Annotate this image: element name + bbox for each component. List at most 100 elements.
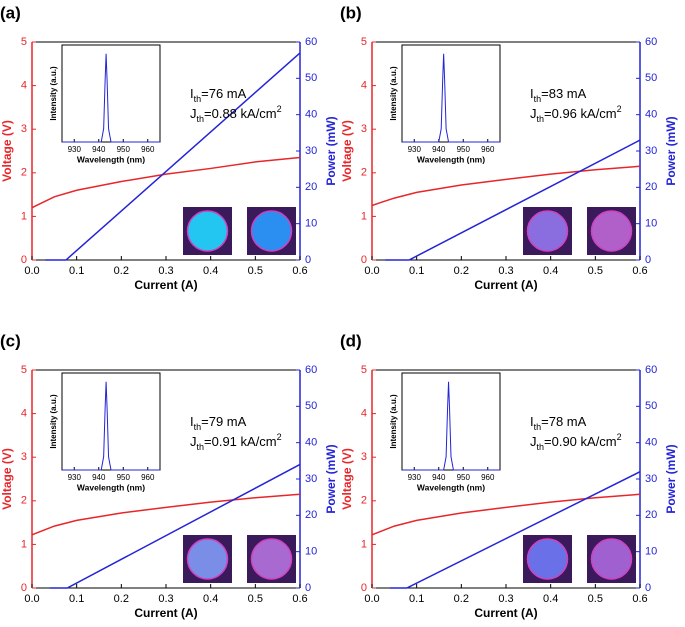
x-tick-label: 0.3 xyxy=(158,265,173,277)
inset-line xyxy=(62,53,160,143)
y-tick-label: 0 xyxy=(361,254,367,266)
y2-tick-label: 30 xyxy=(305,145,317,157)
annotation-text: =76 mA xyxy=(201,86,246,101)
y-axis-label: Voltage (V) xyxy=(340,448,354,510)
near-field-spot xyxy=(250,538,293,580)
annotation-sub: th xyxy=(537,442,545,452)
x-tick-label: 0.2 xyxy=(114,265,129,277)
y2-tick-label: 0 xyxy=(305,582,311,594)
panel-label: (b) xyxy=(340,3,362,22)
inset-line xyxy=(402,53,500,143)
y2-tick-label: 60 xyxy=(305,36,317,48)
x-tick-label: 0.6 xyxy=(292,593,307,605)
annotation-sub: th xyxy=(534,94,542,104)
annotation: Jth=0.90 kA/cm2 xyxy=(530,432,622,452)
y2-tick-label: 50 xyxy=(305,400,317,412)
y-tick-label: 5 xyxy=(21,364,27,376)
y-tick-label: 5 xyxy=(361,364,367,376)
y-tick-label: 4 xyxy=(21,80,27,92)
annotation: Jth=0.96 kA/cm2 xyxy=(530,104,622,124)
y-tick-label: 1 xyxy=(361,210,367,222)
y2-axis-label: Power (mW) xyxy=(664,116,678,185)
y-tick-label: 5 xyxy=(361,36,367,48)
y-tick-label: 3 xyxy=(361,123,367,135)
y2-tick-label: 10 xyxy=(305,218,317,230)
annotation: Jth=0.91 kA/cm2 xyxy=(190,432,282,452)
y-tick-label: 1 xyxy=(21,538,27,550)
y2-tick-label: 10 xyxy=(645,546,657,558)
x-axis-label: Current (A) xyxy=(134,278,197,292)
y2-tick-label: 0 xyxy=(645,582,651,594)
x-tick-label: 0.0 xyxy=(24,593,39,605)
data-line xyxy=(371,165,641,207)
annotation-main: J xyxy=(530,434,537,449)
inset-frame xyxy=(61,44,161,143)
inset-y-label: Intensity (a.u.) xyxy=(49,66,58,121)
inset-frame xyxy=(401,44,501,143)
x-tick-label: 0.0 xyxy=(24,265,39,277)
inset-x-tick-label: 930 xyxy=(68,473,82,482)
x-tick-label: 0.6 xyxy=(632,265,647,277)
near-field-spot xyxy=(526,538,569,580)
inset-x-label: Wavelength (nm) xyxy=(77,482,145,492)
inset-y-label: Intensity (a.u.) xyxy=(49,394,58,449)
data-line xyxy=(389,471,641,589)
y-tick-label: 4 xyxy=(361,408,367,420)
x-tick-label: 0.0 xyxy=(364,593,379,605)
y-tick-label: 3 xyxy=(361,451,367,463)
y-tick-label: 0 xyxy=(21,254,27,266)
x-tick-label: 0.5 xyxy=(588,593,603,605)
inset-x-tick-label: 940 xyxy=(432,473,446,482)
panel-label: (d) xyxy=(340,331,362,350)
y-tick-label: 4 xyxy=(361,80,367,92)
panel: (a)0.0 0.1 0.2 0.3 0.4 0.5 0.60123450102030405… xyxy=(0,3,338,292)
y-tick-label: 1 xyxy=(361,538,367,550)
data-line xyxy=(31,493,301,536)
x-axis-label: Current (A) xyxy=(474,278,537,292)
inset-x-tick-label: 940 xyxy=(92,145,106,154)
y-axis-label: Voltage (V) xyxy=(340,120,354,182)
y2-tick-label: 40 xyxy=(305,109,317,121)
panel: (b)0.0 0.1 0.2 0.3 0.4 0.5 0.60123450102030405… xyxy=(340,3,678,292)
inset-x-tick-label: 950 xyxy=(117,145,131,154)
annotation-text: =0.91 kA/cm xyxy=(204,434,277,449)
annotation-text: =79 mA xyxy=(201,414,246,429)
x-axis-label: Current (A) xyxy=(474,606,537,620)
y2-tick-label: 60 xyxy=(645,36,657,48)
near-field-spot xyxy=(250,210,293,252)
annotation-main: I xyxy=(530,414,534,429)
inset-y-label: Intensity (a.u.) xyxy=(389,394,398,449)
inset-x-label: Wavelength (nm) xyxy=(417,154,485,164)
near-field-spot xyxy=(526,210,569,252)
y-tick-label: 1 xyxy=(21,210,27,222)
panel: (d)0.0 0.1 0.2 0.3 0.4 0.5 0.60123450102030405… xyxy=(340,331,678,620)
y2-tick-label: 10 xyxy=(645,218,657,230)
y-tick-label: 0 xyxy=(21,582,27,594)
x-tick-label: 0.4 xyxy=(543,265,558,277)
annotation-text: =83 mA xyxy=(541,86,586,101)
inset-line xyxy=(402,381,500,471)
x-tick-label: 0.5 xyxy=(588,265,603,277)
data-line xyxy=(45,52,301,261)
x-tick-label: 0.2 xyxy=(454,265,469,277)
y-tick-label: 2 xyxy=(21,495,27,507)
x-axis-label: Current (A) xyxy=(134,606,197,620)
x-tick-label: 0.4 xyxy=(203,265,218,277)
y2-tick-label: 0 xyxy=(645,254,651,266)
data-line xyxy=(31,156,301,209)
y2-tick-label: 60 xyxy=(645,364,657,376)
x-tick-label: 0.5 xyxy=(248,265,263,277)
y-tick-label: 2 xyxy=(361,167,367,179)
inset-x-tick-label: 960 xyxy=(481,145,495,154)
near-field-spot xyxy=(590,538,633,580)
inset-x-tick-label: 930 xyxy=(68,145,82,154)
y-axis-label: Voltage (V) xyxy=(0,448,14,510)
inset-x-tick-label: 930 xyxy=(408,145,422,154)
annotation-main: J xyxy=(190,434,197,449)
y2-axis-label: Power (mW) xyxy=(324,444,338,513)
y-axis-label: Voltage (V) xyxy=(0,120,14,182)
y2-tick-label: 20 xyxy=(305,509,317,521)
annotation-text: =0.90 kA/cm xyxy=(544,434,617,449)
y2-tick-label: 10 xyxy=(305,546,317,558)
